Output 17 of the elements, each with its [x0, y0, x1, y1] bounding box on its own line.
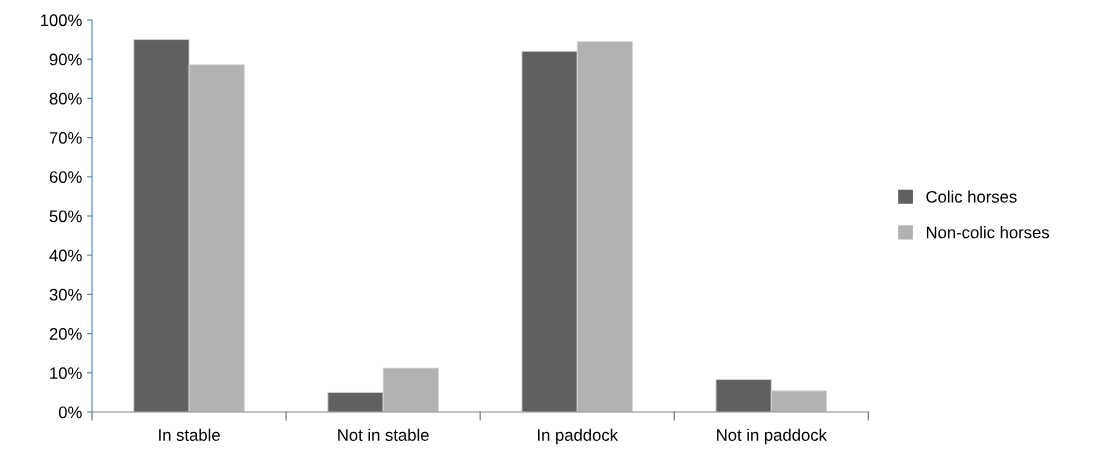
y-tick-label: 40% [49, 249, 82, 262]
y-tick-label: 90% [49, 53, 82, 66]
x-tick-label: In stable [159, 428, 220, 441]
y-tick-label: 20% [49, 328, 82, 340]
legend-label: Colic horses [926, 190, 1017, 203]
legend-label: Non-colic horses [926, 226, 1050, 239]
x-tick-label: In paddock [538, 428, 619, 445]
x-tick-label: Not in stable [338, 428, 429, 441]
y-tick-label: 0% [58, 406, 82, 419]
x-tick-label: Not in paddock [717, 428, 827, 445]
y-tick-label: 50% [49, 210, 82, 223]
y-tick-label: 100% [40, 14, 82, 27]
y-tick-label: 30% [49, 288, 82, 301]
y-tick-label: 80% [49, 92, 82, 105]
y-tick-label: 10% [50, 367, 82, 380]
y-tick-label: 70% [49, 131, 82, 144]
y-tick-label: 60% [49, 171, 82, 183]
